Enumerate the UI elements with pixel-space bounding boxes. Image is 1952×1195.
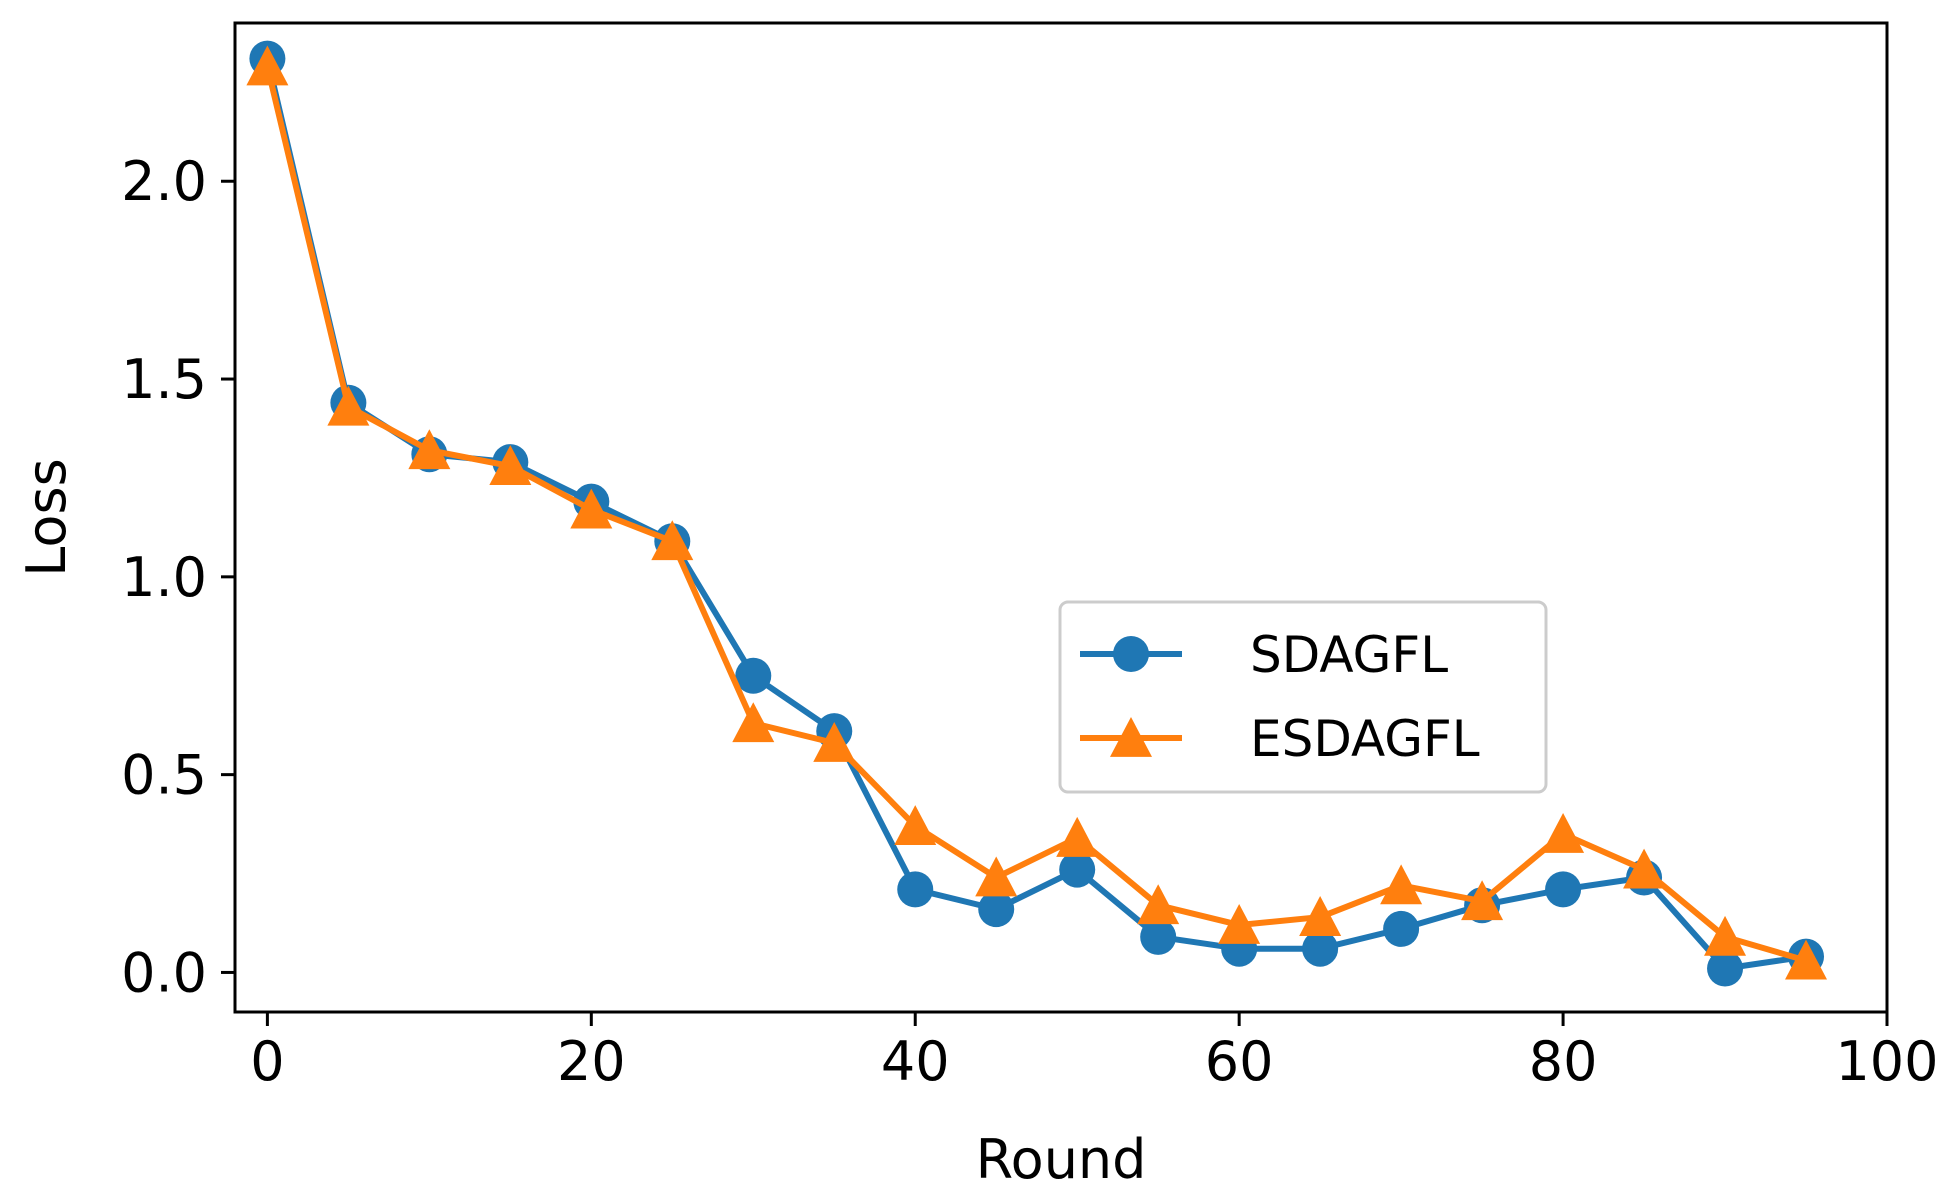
y-tick-label: 1.5	[121, 348, 207, 411]
data-point-esdagfl	[327, 385, 370, 426]
data-point-esdagfl	[813, 721, 856, 762]
data-point-sdagfl	[1707, 950, 1744, 987]
data-point-sdagfl	[1059, 851, 1096, 888]
data-point-esdagfl	[732, 702, 775, 743]
x-tick-label: 0	[250, 1030, 284, 1093]
data-point-esdagfl	[1056, 816, 1099, 857]
legend: SDAGFL ESDAGFL	[1058, 600, 1548, 794]
data-point-esdagfl	[1218, 903, 1261, 944]
x-tick-label: 20	[557, 1030, 626, 1093]
data-point-esdagfl	[489, 445, 532, 485]
legend-box	[1058, 600, 1548, 794]
x-tick-label: 80	[1529, 1030, 1598, 1093]
data-point-sdagfl	[897, 871, 934, 908]
data-point-esdagfl	[1704, 915, 1747, 956]
data-point-sdagfl	[1383, 910, 1420, 947]
data-point-esdagfl	[1461, 880, 1504, 921]
legend-label-sdagfl: SDAGFL	[1250, 626, 1448, 684]
x-axis-title: Round	[976, 1128, 1147, 1191]
data-point-esdagfl	[651, 520, 694, 561]
data-point-esdagfl	[1299, 896, 1342, 936]
ticks-layer: 0 20 40 60 80 100 0.0 0.5 1.0 1.5 2.0	[121, 150, 1938, 1093]
y-axis-title: Loss	[15, 458, 78, 576]
data-point-esdagfl	[1623, 848, 1666, 889]
data-point-sdagfl	[978, 891, 1015, 928]
data-point-sdagfl	[1302, 930, 1339, 967]
plot-frame	[233, 21, 1889, 1014]
data-point-esdagfl	[1380, 864, 1423, 905]
data-point-esdagfl	[1785, 939, 1828, 980]
x-tick-label: 40	[881, 1030, 950, 1093]
data-point-esdagfl	[408, 429, 451, 470]
data-point-esdagfl	[570, 488, 613, 529]
series-esdagfl	[246, 45, 1828, 980]
y-tick-label: 0.0	[121, 941, 207, 1004]
x-tick-label: 100	[1835, 1030, 1938, 1093]
data-point-sdagfl	[735, 657, 772, 694]
data-point-sdagfl	[1545, 871, 1582, 908]
y-tick-label: 0.5	[121, 744, 207, 807]
legend-marker-sdagfl	[1113, 636, 1149, 672]
legend-label-esdagfl: ESDAGFL	[1250, 710, 1480, 768]
series-layer	[246, 40, 1828, 987]
data-point-esdagfl	[246, 45, 289, 86]
data-point-esdagfl	[1542, 812, 1585, 853]
data-point-esdagfl	[894, 805, 937, 845]
legend-marker-esdagfl	[1110, 717, 1152, 757]
data-point-esdagfl	[1137, 884, 1180, 925]
data-point-sdagfl	[1140, 918, 1177, 955]
y-tick-label: 1.0	[121, 546, 207, 609]
data-point-esdagfl	[975, 856, 1018, 897]
x-tick-label: 60	[1205, 1030, 1274, 1093]
y-tick-label: 2.0	[121, 150, 207, 213]
